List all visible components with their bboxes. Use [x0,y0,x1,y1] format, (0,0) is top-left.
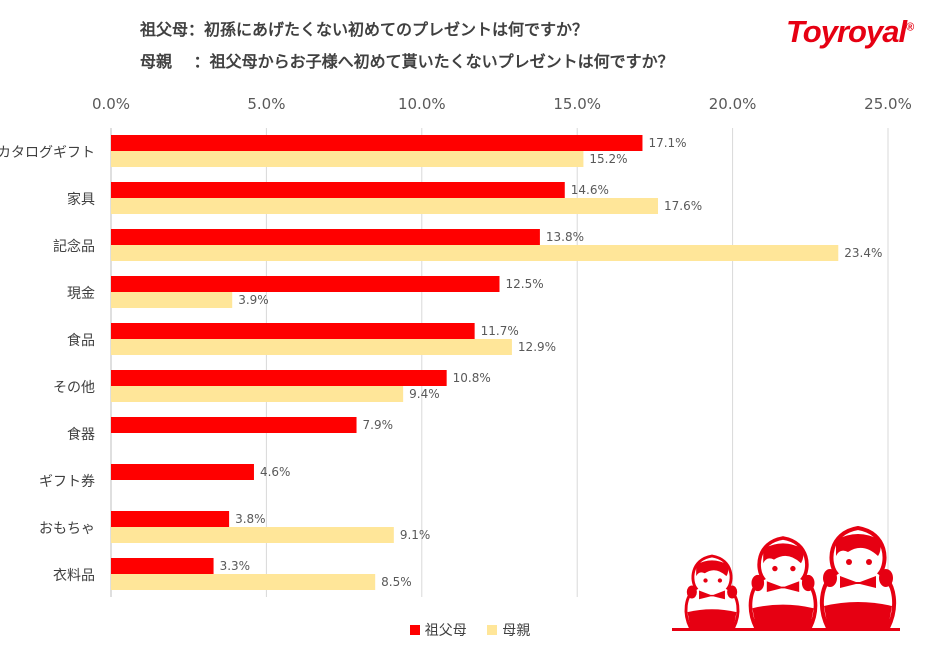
bar-mothers [111,151,584,167]
data-label: 9.4% [409,387,440,401]
data-label: 17.1% [648,136,686,150]
bar-grandparents [111,276,500,292]
legend-swatch [487,625,498,635]
bar-grandparents [111,464,254,480]
data-label: 17.6% [664,199,702,213]
title-grandparents: 祖父母：初孫にあげたくない初めてのプレゼントは何ですか？ [140,20,589,39]
legend: 祖父母 母親 [0,620,940,640]
bar-grandparents [111,417,357,433]
bar-grandparents [111,558,214,574]
bar-grandparents [111,511,230,527]
data-label: 3.9% [238,293,269,307]
data-label: 7.9% [363,418,394,432]
category-label: 食品 [67,332,95,349]
tick-label: 25.0% [864,95,912,113]
category-label: 現金 [67,286,95,302]
data-label: 13.8% [546,230,584,244]
tick-label: 10.0% [398,95,446,113]
doll-illustration-icon [672,525,900,631]
tick-label: 0.0% [92,95,130,113]
category-label: ギフト券 [39,474,95,490]
bar-mothers [111,245,839,261]
data-label: 12.9% [518,340,556,354]
legend-swatch [409,625,420,635]
bar-mothers [111,527,394,543]
data-label: 23.4% [844,246,882,260]
category-label: おもちゃ [39,521,95,537]
data-label: 8.5% [381,575,412,589]
data-label: 14.6% [571,183,609,197]
bar-grandparents [111,229,540,245]
bar-grandparents [111,370,447,386]
bar-mothers [111,339,512,355]
bar-grandparents [111,323,475,339]
category-label: 衣料品 [53,568,95,584]
data-label: 15.2% [589,152,627,166]
data-label: 11.7% [481,324,519,338]
category-label: 家具 [67,191,95,208]
tick-label: 15.0% [553,95,601,113]
toyroyal-logo: Toyroyal® [786,14,914,49]
tick-label: 5.0% [247,95,285,113]
category-label: カタログギフト [0,145,95,161]
data-label: 3.8% [235,512,266,526]
category-label: 記念品 [53,238,95,255]
bar-mothers [111,574,376,590]
data-label: 10.8% [453,371,491,385]
legend-item-mothers: 母親 [487,620,530,640]
bar-mothers [111,386,404,402]
bar-grandparents [111,182,565,198]
legend-item-grandparents: 祖父母 [409,620,467,640]
bar-mothers [111,198,659,214]
data-label: 12.5% [506,277,544,291]
data-label: 4.6% [260,465,291,479]
category-label: その他 [53,380,95,396]
bar-mothers [111,292,233,308]
category-label: 食器 [67,426,95,443]
tick-label: 20.0% [709,95,757,113]
bar-grandparents [111,135,643,151]
title-mothers: 母親 ：祖父母からお子様へ初めて貰いたくないプレゼントは何ですか？ [140,52,674,71]
data-label: 9.1% [400,528,431,542]
data-label: 3.3% [220,559,251,573]
